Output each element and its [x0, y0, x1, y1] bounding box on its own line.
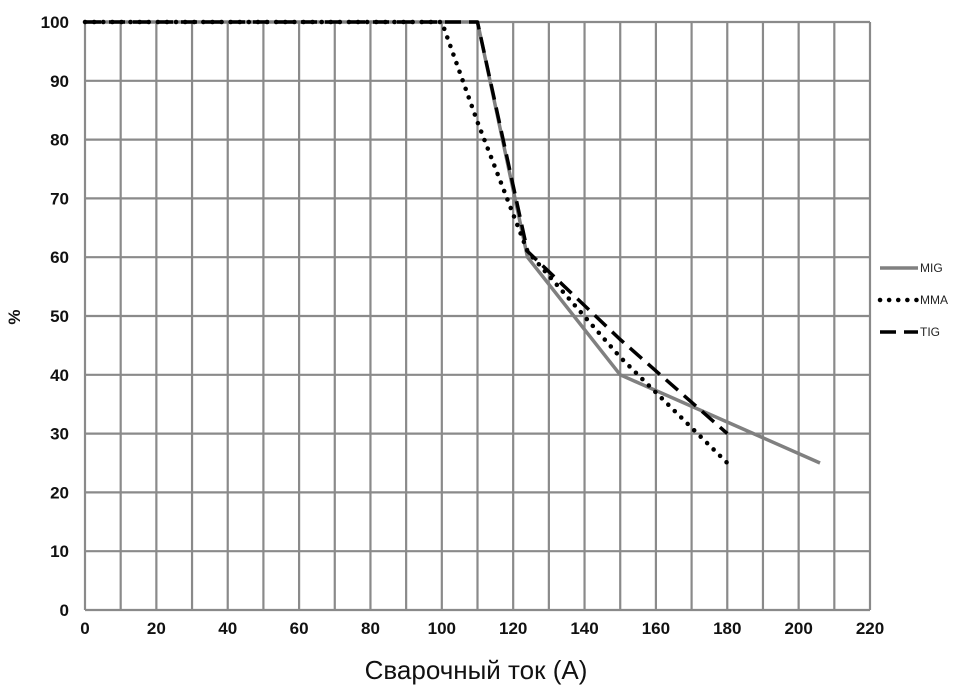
- x-tick-label: 100: [428, 619, 456, 638]
- x-tick-label: 0: [80, 619, 89, 638]
- series-line-mig: [85, 20, 821, 465]
- x-tick-label: 140: [570, 619, 598, 638]
- series-lines: [82, 19, 821, 466]
- x-tick-label: 200: [784, 619, 812, 638]
- legend-label-mig: MIG: [920, 261, 943, 275]
- y-tick-label: 30: [50, 425, 69, 444]
- y-tick-label: 40: [50, 366, 69, 385]
- x-tick-label: 180: [713, 619, 741, 638]
- y-tick-label: 10: [50, 542, 69, 561]
- y-tick-label: 0: [60, 601, 69, 620]
- x-tick-label: 160: [642, 619, 670, 638]
- x-tick-label: 20: [147, 619, 166, 638]
- legend: MIG MMA TIG: [877, 261, 948, 339]
- y-tick-label: 80: [50, 131, 69, 150]
- legend-label-tig: TIG: [920, 325, 940, 339]
- grid: [83, 20, 872, 612]
- y-tick-label: 90: [50, 72, 69, 91]
- y-tick-label: 20: [50, 483, 69, 502]
- y-axis-label: %: [5, 309, 24, 324]
- x-tick-label: 80: [361, 619, 380, 638]
- x-tick-label: 220: [856, 619, 884, 638]
- series-line-tig: [85, 20, 729, 435]
- y-tick-label: 50: [50, 307, 69, 326]
- x-tick-label: 120: [499, 619, 527, 638]
- x-axis-label: Сварочный ток (А): [365, 655, 588, 685]
- y-tick-label: 60: [50, 248, 69, 267]
- x-tick-label: 60: [290, 619, 309, 638]
- y-tick-label: 70: [50, 189, 69, 208]
- y-tick-label: 100: [41, 13, 69, 32]
- x-axis-ticks: 0 20 40 60 80 100 120 140 160 180 200 220: [80, 619, 884, 638]
- legend-label-mma: MMA: [920, 293, 948, 307]
- x-tick-label: 40: [218, 619, 237, 638]
- y-axis-ticks: 0 10 20 30 40 50 60 70 80 90 100: [41, 13, 69, 620]
